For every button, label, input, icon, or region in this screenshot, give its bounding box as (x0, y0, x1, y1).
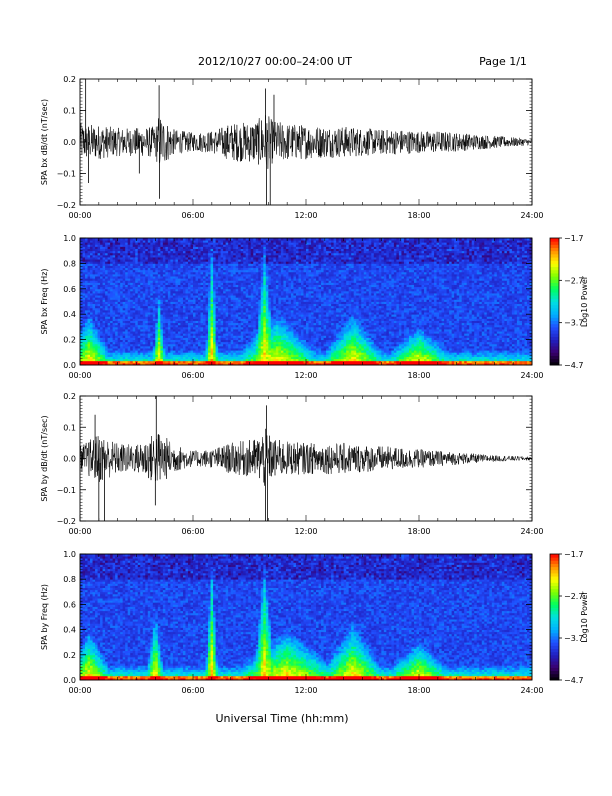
x-tick-label: 06:00 (181, 211, 204, 220)
y-tick-label: −0.1 (57, 170, 76, 179)
spectrogram-cells (80, 238, 532, 365)
y-tick-label: 0.2 (63, 75, 76, 84)
panel-bx-dbdt: 0.2 0.1 0.0 −0.1 −0.2 SPA bx dB/dt (nT/sec) 00… (40, 75, 544, 220)
figure-svg: 2012/10/27 00:00–24:00 UT Page 1/1 0.20.… (0, 0, 612, 792)
x-tick-label: 24:00 (520, 211, 543, 220)
y-tick-label: 0.0 (63, 138, 76, 147)
y-tick-label: 0.1 (63, 107, 76, 116)
x-tick-label: 12:00 (294, 211, 317, 220)
y-axis-label: SPA bx dB/dt (nT/sec) (40, 99, 49, 185)
x-tick-label: 00:00 (68, 211, 91, 220)
page-number: Page 1/1 (479, 55, 527, 68)
page-title: 2012/10/27 00:00–24:00 UT (198, 55, 352, 68)
y-tick-label: −0.2 (57, 201, 76, 210)
waveform-series (80, 115, 532, 168)
x-tick-label: 18:00 (407, 211, 430, 220)
magnetometer-report-page: 2012/10/27 00:00–24:00 UT Page 1/1 0.20.… (0, 0, 612, 792)
chart-panels: 0.2 0.1 0.0 −0.1 −0.2 SPA bx dB/dt (nT/sec) 00… (40, 75, 589, 695)
